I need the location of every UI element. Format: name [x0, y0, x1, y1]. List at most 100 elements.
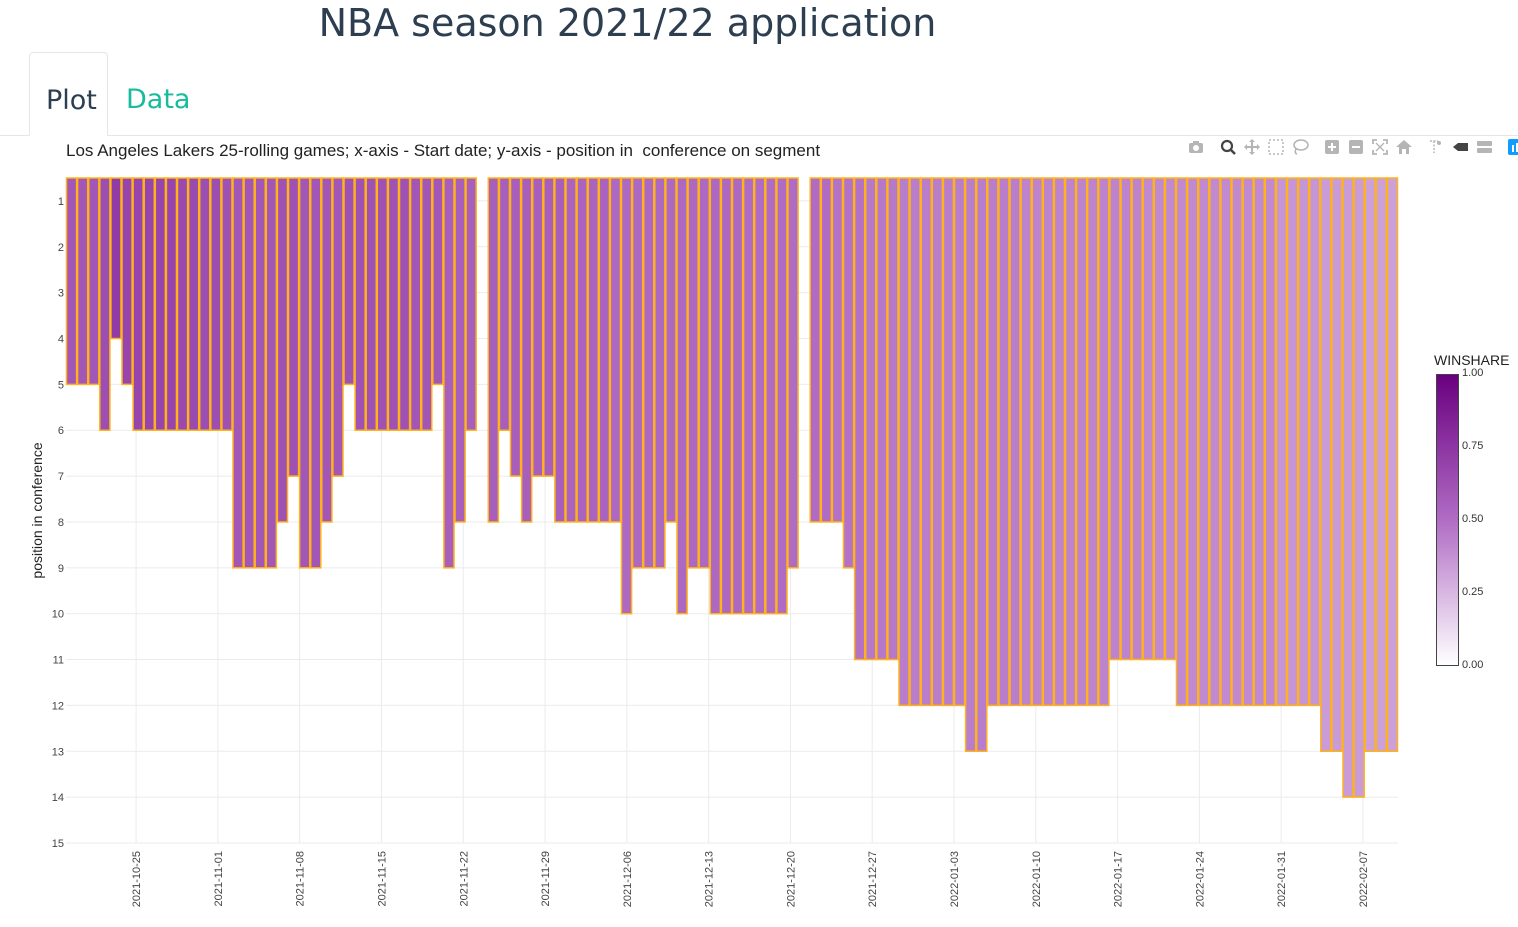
bar[interactable] — [76, 177, 89, 386]
bar[interactable] — [809, 177, 822, 523]
zoom-out-icon[interactable] — [1347, 138, 1365, 156]
bar[interactable] — [1042, 177, 1055, 707]
tab-data[interactable]: Data — [126, 84, 191, 115]
bar[interactable] — [1153, 177, 1166, 661]
bar[interactable] — [487, 177, 500, 523]
bar[interactable] — [687, 177, 699, 569]
bar[interactable] — [1308, 177, 1321, 707]
bar[interactable] — [387, 177, 400, 431]
bar[interactable] — [720, 177, 733, 615]
bar[interactable] — [243, 177, 255, 569]
bar[interactable] — [465, 177, 477, 431]
bar[interactable] — [110, 177, 122, 340]
spike-lines-icon[interactable] — [1427, 138, 1445, 156]
bar[interactable] — [709, 177, 722, 615]
zoom-in-icon[interactable] — [1323, 138, 1341, 156]
bar[interactable] — [309, 177, 322, 569]
bar[interactable] — [498, 177, 511, 431]
bar[interactable] — [876, 177, 888, 661]
bar[interactable] — [787, 177, 799, 569]
bar[interactable] — [1064, 177, 1077, 707]
bar[interactable] — [232, 177, 244, 569]
bar[interactable] — [820, 177, 833, 523]
bar[interactable] — [665, 177, 677, 523]
plotly-logo-icon[interactable] — [1507, 138, 1518, 156]
bar[interactable] — [1264, 177, 1277, 707]
autoscale-icon[interactable] — [1371, 138, 1389, 156]
bar[interactable] — [1175, 177, 1188, 707]
bar[interactable] — [1053, 177, 1066, 707]
bar[interactable] — [254, 177, 267, 569]
bar[interactable] — [765, 177, 777, 615]
bar[interactable] — [698, 177, 711, 569]
bar[interactable] — [931, 177, 944, 707]
bar[interactable] — [576, 177, 588, 523]
bar[interactable] — [420, 177, 433, 431]
bar[interactable] — [1320, 177, 1332, 753]
lasso-icon[interactable] — [1291, 138, 1309, 156]
hover-compare-icon[interactable] — [1475, 138, 1493, 156]
bar[interactable] — [1075, 177, 1088, 707]
bar[interactable] — [154, 177, 167, 431]
bar[interactable] — [143, 177, 156, 431]
bar[interactable] — [132, 177, 144, 431]
bar[interactable] — [1131, 177, 1143, 661]
bar[interactable] — [409, 177, 422, 431]
bar[interactable] — [776, 177, 788, 615]
bar[interactable] — [1098, 177, 1110, 707]
bar[interactable] — [642, 177, 655, 569]
camera-icon[interactable] — [1187, 138, 1205, 156]
bar[interactable] — [1186, 177, 1199, 707]
bar[interactable] — [543, 177, 555, 477]
bar[interactable] — [210, 177, 222, 431]
bar[interactable] — [1331, 177, 1343, 753]
bar[interactable] — [842, 177, 855, 569]
bar[interactable] — [987, 177, 999, 707]
bar[interactable] — [365, 177, 378, 431]
hover-closest-icon[interactable] — [1451, 138, 1469, 156]
bar[interactable] — [121, 177, 133, 386]
bar[interactable] — [1286, 177, 1299, 707]
box-select-icon[interactable] — [1267, 138, 1285, 156]
bar[interactable] — [1009, 177, 1021, 707]
bar[interactable] — [376, 177, 389, 431]
bar[interactable] — [953, 177, 966, 707]
bar[interactable] — [99, 177, 111, 431]
bar[interactable] — [631, 177, 644, 569]
bar[interactable] — [1220, 177, 1232, 707]
bar[interactable] — [1142, 177, 1155, 661]
bar[interactable] — [1342, 177, 1354, 798]
bar[interactable] — [1197, 177, 1210, 707]
bar[interactable] — [432, 177, 444, 386]
bar[interactable] — [398, 177, 411, 431]
bar[interactable] — [998, 177, 1010, 707]
bar[interactable] — [321, 177, 333, 523]
bar[interactable] — [742, 177, 755, 615]
bar[interactable] — [975, 177, 988, 753]
bar[interactable] — [753, 177, 766, 615]
reset-axes-icon[interactable] — [1395, 138, 1413, 156]
bar[interactable] — [354, 177, 366, 431]
bar[interactable] — [920, 177, 933, 707]
bar[interactable] — [554, 177, 566, 523]
bar[interactable] — [443, 177, 455, 569]
bar[interactable] — [1086, 177, 1099, 707]
bar[interactable] — [853, 177, 866, 661]
bar[interactable] — [864, 177, 877, 661]
bar[interactable] — [221, 177, 233, 431]
tab-plot[interactable]: Plot — [29, 52, 108, 136]
bar[interactable] — [654, 177, 666, 569]
bar[interactable] — [87, 177, 100, 386]
bar[interactable] — [276, 177, 289, 523]
bar[interactable] — [964, 177, 977, 753]
bar[interactable] — [1242, 177, 1254, 707]
bar[interactable] — [531, 177, 544, 477]
bar[interactable] — [187, 177, 200, 431]
bar[interactable] — [1275, 177, 1288, 707]
bar[interactable] — [298, 177, 311, 569]
bar[interactable] — [1109, 177, 1121, 661]
bar[interactable] — [1164, 177, 1177, 661]
bar[interactable] — [887, 177, 899, 661]
bar[interactable] — [509, 177, 522, 477]
